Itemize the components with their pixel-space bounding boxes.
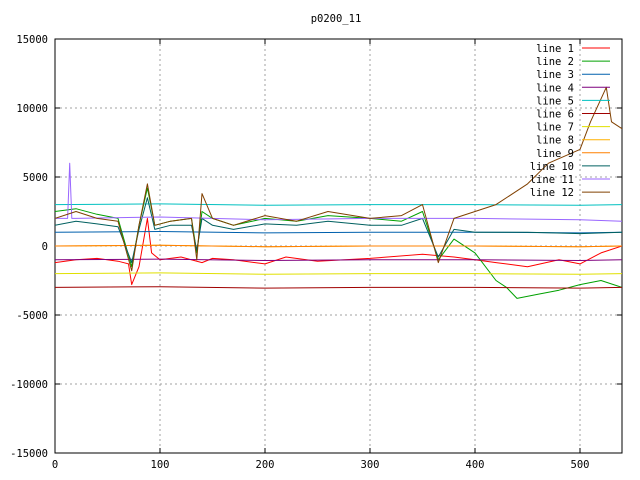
legend-label: line 11: [530, 174, 574, 186]
x-tick-label: 0: [52, 459, 58, 471]
series-line-10: [55, 197, 622, 264]
y-tick-label: 15000: [16, 34, 48, 46]
legend-label: line 4: [536, 82, 574, 94]
chart-title: p0200_11: [311, 13, 362, 25]
x-tick-label: 500: [571, 459, 590, 471]
series-line-4: [55, 258, 622, 261]
legend-label: line 3: [536, 69, 574, 81]
y-tick-label: 10000: [16, 103, 48, 115]
y-tick-label: -10000: [10, 379, 48, 391]
series-lines: [55, 86, 622, 299]
series-line-9: [55, 244, 622, 248]
legend-label: line 8: [536, 135, 574, 147]
legend-label: line 7: [536, 122, 574, 134]
series-line-3: [55, 231, 622, 234]
y-tick-label: 0: [42, 241, 48, 253]
series-line-6: [55, 286, 622, 289]
series-line-11: [55, 162, 622, 222]
legend-label: line 1: [536, 43, 574, 55]
y-tick-label: 5000: [23, 172, 48, 184]
series-line-7: [55, 272, 622, 275]
legend-label: line 6: [536, 109, 574, 121]
series-line-12: [55, 86, 622, 272]
y-tick-label: -5000: [16, 310, 48, 322]
series-line-5: [55, 203, 622, 206]
y-tick-label: -15000: [10, 448, 48, 460]
axes: 0 100 200 300 400 500 -15000 -10000 -5000 0 5000 10…: [10, 34, 623, 471]
x-tick-label: 100: [151, 459, 170, 471]
x-tick-label: 200: [256, 459, 275, 471]
legend-label: line 5: [536, 95, 574, 107]
x-tick-label: 300: [361, 459, 380, 471]
legend-label: line 10: [530, 161, 574, 173]
legend-label: line 12: [530, 187, 574, 199]
legend-label: line 2: [536, 56, 574, 68]
x-tick-label: 400: [466, 459, 485, 471]
series-line-1: [55, 217, 622, 286]
legend-label: line 9: [536, 148, 574, 160]
